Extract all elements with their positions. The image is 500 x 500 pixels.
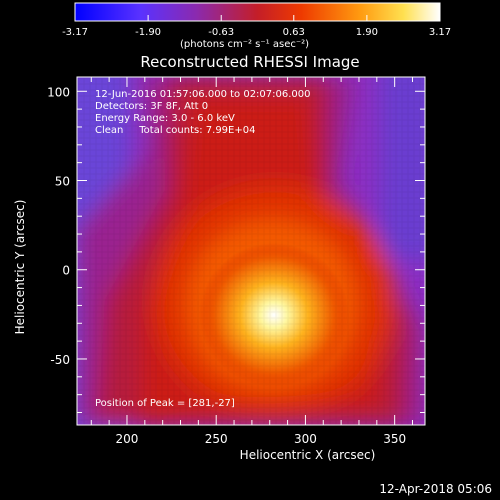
peak-label: Position of Peak = [281,-27] (95, 398, 235, 409)
chart-title: Reconstructed RHESSI Image (140, 53, 360, 71)
y-tick-label: 50 (55, 175, 70, 189)
x-tick-label: 350 (383, 432, 406, 446)
colorbar-tick-label: -0.63 (208, 27, 235, 38)
colorbar-tick-label: -1.90 (135, 27, 162, 38)
colorbar-tick-label: 0.63 (282, 27, 305, 38)
colorbar-unit-label: (photons cm⁻² s⁻¹ asec⁻²) (180, 39, 310, 50)
colorbar-gradient (74, 2, 441, 22)
y-tick-label: 100 (47, 85, 70, 99)
x-tick-label: 300 (294, 432, 317, 446)
info-method: Clean Total counts: 7.99E+04 (95, 125, 256, 136)
x-axis-label: Heliocentric X (arcsec) (239, 448, 376, 462)
y-axis-label: Heliocentric Y (arcsec) (13, 199, 27, 335)
y-tick-label: -50 (50, 353, 70, 367)
info-detectors: Detectors: 3F 8F, Att 0 (95, 101, 209, 112)
info-time: 12-Jun-2016 01:57:06.000 to 02:07:06.000 (95, 89, 311, 100)
plot-frame (76, 76, 426, 426)
x-tick-label: 200 (116, 432, 139, 446)
y-tick-label: 0 (62, 264, 70, 278)
colorbar-tick-label: -3.17 (62, 27, 88, 38)
colorbar-tick-label: 1.90 (355, 27, 379, 38)
info-energy: Energy Range: 3.0 - 6.0 keV (95, 113, 235, 124)
plot-info: 12-Jun-2016 01:57:06.000 to 02:07:06.000… (95, 89, 311, 137)
colorbar-tick-label: 3.17 (428, 27, 452, 38)
footer-date: 12-Apr-2018 05:06 (379, 482, 492, 496)
x-tick-label: 250 (205, 432, 228, 446)
